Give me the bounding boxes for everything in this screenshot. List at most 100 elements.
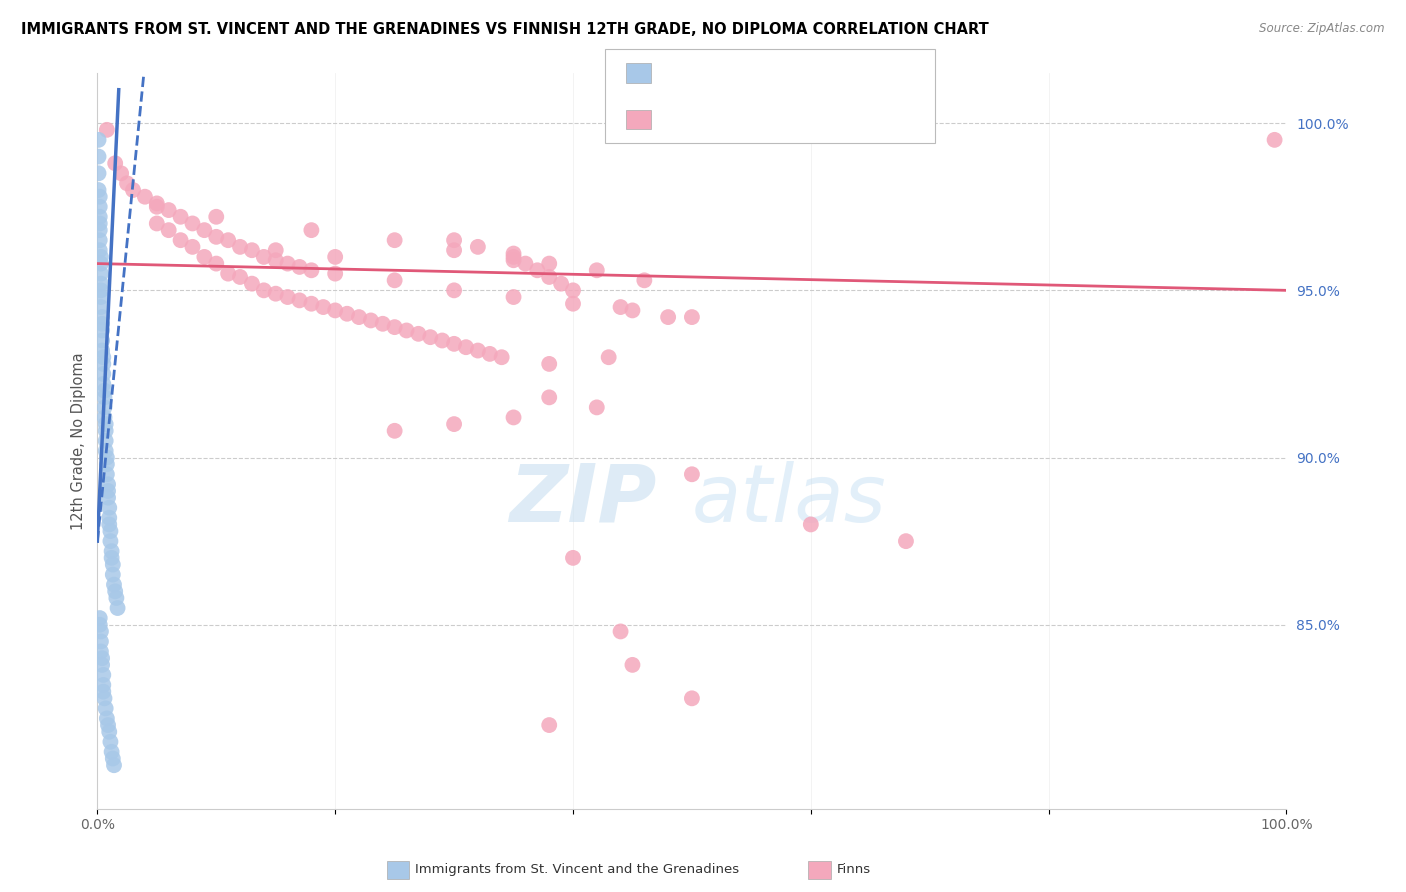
Point <box>90 277 112 291</box>
Point <box>146 196 169 211</box>
Point <box>94 701 117 715</box>
Text: Immigrants from St. Vincent and the Grenadines: Immigrants from St. Vincent and the Gren… <box>415 863 740 876</box>
Point <box>93 384 115 398</box>
Point <box>94 434 117 448</box>
Point <box>443 336 465 351</box>
Point <box>100 550 122 565</box>
Point <box>94 417 117 431</box>
Point <box>502 246 524 260</box>
Point <box>443 283 465 297</box>
Point <box>93 410 115 425</box>
Point <box>115 177 138 191</box>
Point <box>98 517 121 532</box>
Point <box>134 190 156 204</box>
Point <box>800 517 823 532</box>
Point <box>91 651 114 665</box>
Point <box>122 183 145 197</box>
Point <box>502 410 524 425</box>
Point <box>443 417 465 431</box>
Point <box>681 467 703 482</box>
Point <box>478 347 501 361</box>
Point <box>502 290 524 304</box>
Point <box>360 313 382 327</box>
Point <box>100 544 122 558</box>
Point <box>104 584 127 599</box>
Point <box>467 343 489 358</box>
Point <box>288 260 311 274</box>
Point <box>100 735 122 749</box>
Point <box>657 310 679 324</box>
Point <box>89 190 111 204</box>
Point <box>104 156 127 170</box>
Point <box>585 263 607 277</box>
Point <box>217 267 239 281</box>
Text: IMMIGRANTS FROM ST. VINCENT AND THE GRENADINES VS FINNISH 12TH GRADE, NO DIPLOMA: IMMIGRANTS FROM ST. VINCENT AND THE GREN… <box>21 22 988 37</box>
Point <box>96 123 118 137</box>
Point <box>205 210 228 224</box>
Point <box>90 300 112 314</box>
Point <box>299 263 322 277</box>
Point <box>146 200 169 214</box>
Point <box>91 678 114 692</box>
Point <box>894 534 917 549</box>
Y-axis label: 12th Grade, No Diploma: 12th Grade, No Diploma <box>72 352 86 530</box>
Point <box>681 691 703 706</box>
Point <box>562 550 585 565</box>
Point <box>97 491 120 505</box>
Text: R = -0.047   N = 95: R = -0.047 N = 95 <box>661 112 811 127</box>
Point <box>90 257 112 271</box>
Point <box>87 183 110 197</box>
Point <box>169 210 191 224</box>
Point <box>229 240 252 254</box>
Point <box>229 270 252 285</box>
Point <box>371 317 394 331</box>
Point <box>94 443 117 458</box>
Point <box>419 330 441 344</box>
Point <box>299 296 322 310</box>
Point <box>89 611 111 625</box>
Point <box>538 257 561 271</box>
Point <box>87 133 110 147</box>
Point <box>89 200 111 214</box>
Point <box>550 277 572 291</box>
Point <box>91 343 114 358</box>
Point <box>89 223 111 237</box>
Point <box>205 230 228 244</box>
Point <box>585 401 607 415</box>
Point <box>538 390 561 404</box>
Point <box>277 290 299 304</box>
Point <box>264 244 287 258</box>
Point <box>98 500 121 515</box>
Point <box>621 657 644 672</box>
Point <box>87 166 110 180</box>
Point <box>91 317 114 331</box>
Point <box>384 273 406 287</box>
Point <box>107 601 129 615</box>
Point <box>264 253 287 268</box>
Point <box>253 283 276 297</box>
Point <box>515 257 537 271</box>
Point <box>299 223 322 237</box>
Point <box>384 320 406 334</box>
Point <box>90 267 112 281</box>
Point <box>91 310 114 324</box>
Point <box>100 534 122 549</box>
Point <box>240 244 263 258</box>
Point <box>93 691 115 706</box>
Point <box>491 350 513 364</box>
Point <box>97 718 120 732</box>
Point <box>91 323 114 337</box>
Point <box>502 253 524 268</box>
Point <box>454 340 477 354</box>
Point <box>384 233 406 247</box>
Point <box>90 634 112 648</box>
Point <box>96 457 118 471</box>
Text: Source: ZipAtlas.com: Source: ZipAtlas.com <box>1260 22 1385 36</box>
Point <box>91 376 114 391</box>
Point <box>105 591 128 605</box>
Point <box>264 286 287 301</box>
Point <box>98 510 121 524</box>
Point <box>336 307 359 321</box>
Point <box>89 210 111 224</box>
Point <box>384 424 406 438</box>
